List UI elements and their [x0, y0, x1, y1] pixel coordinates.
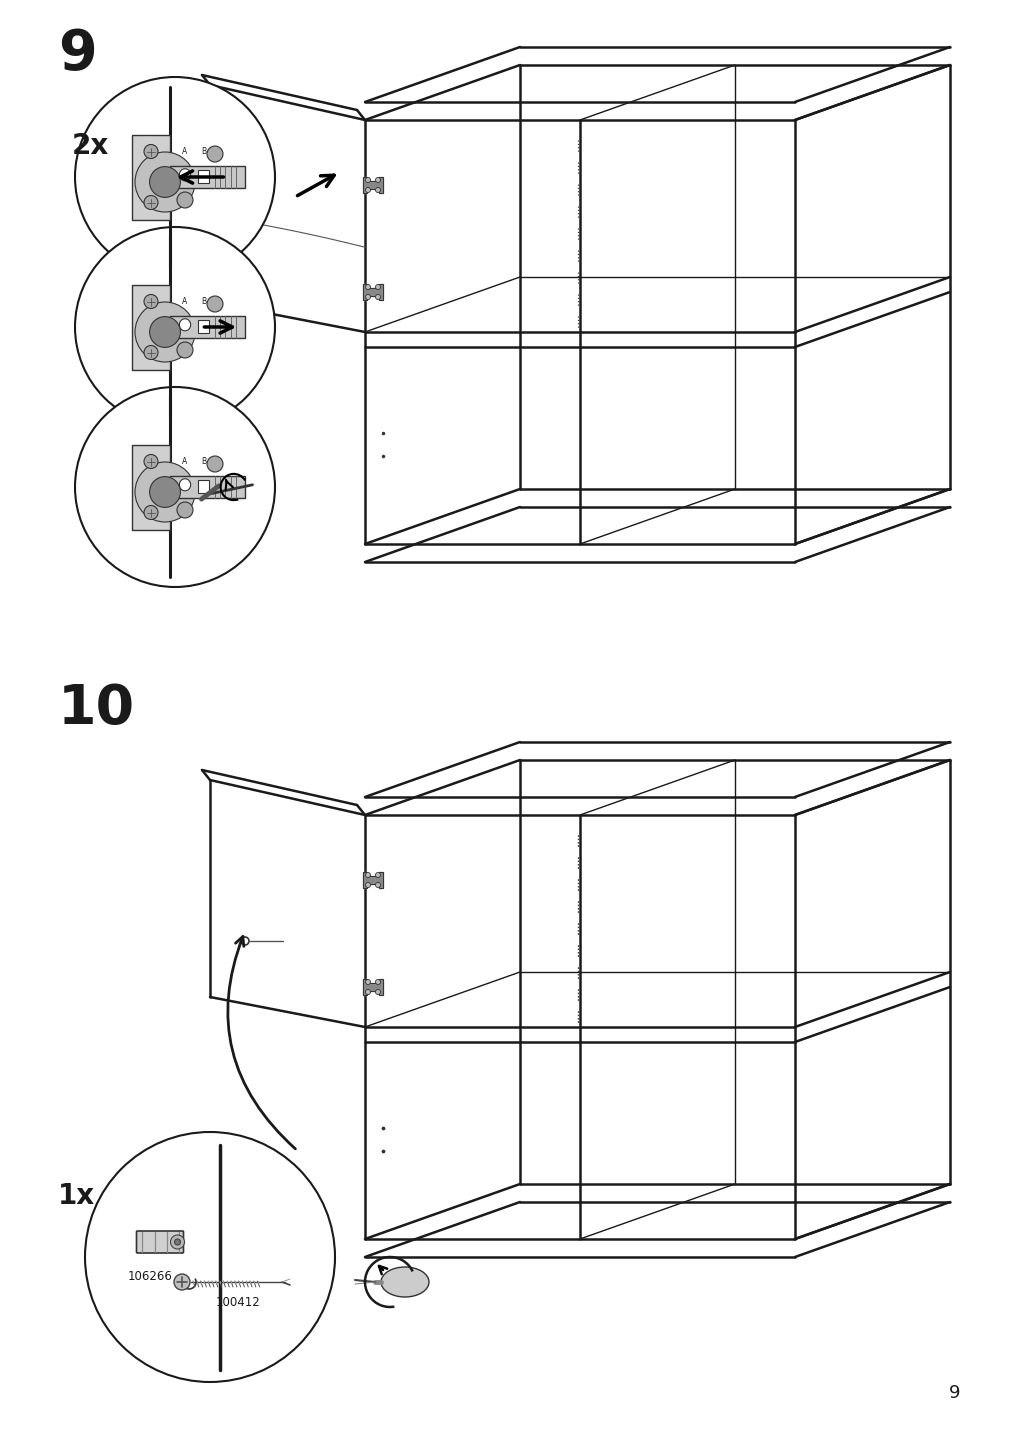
Circle shape [75, 228, 275, 427]
Circle shape [134, 302, 195, 362]
Text: 1x: 1x [58, 1181, 95, 1210]
Circle shape [365, 872, 370, 878]
Text: A: A [182, 296, 187, 306]
Text: A: A [182, 457, 187, 465]
Circle shape [174, 1274, 190, 1290]
Circle shape [207, 455, 222, 473]
Circle shape [150, 166, 180, 198]
Circle shape [365, 979, 370, 985]
Circle shape [75, 387, 275, 587]
Ellipse shape [179, 169, 190, 180]
Circle shape [375, 285, 380, 289]
Circle shape [134, 152, 195, 212]
Circle shape [375, 990, 380, 994]
Bar [197, 480, 209, 493]
Circle shape [177, 503, 193, 518]
Circle shape [375, 979, 380, 985]
Text: 10: 10 [58, 682, 135, 736]
Ellipse shape [380, 1267, 429, 1297]
Bar [197, 170, 209, 182]
Circle shape [375, 178, 380, 182]
Circle shape [170, 1234, 184, 1249]
Polygon shape [363, 284, 382, 299]
Bar [131, 285, 170, 369]
Polygon shape [363, 979, 382, 995]
Polygon shape [363, 178, 382, 193]
Circle shape [177, 342, 193, 358]
Circle shape [134, 463, 195, 523]
Polygon shape [363, 872, 382, 888]
Text: B: B [201, 457, 206, 465]
Text: B: B [201, 296, 206, 306]
Bar [197, 321, 209, 332]
Circle shape [365, 990, 370, 994]
Circle shape [174, 1239, 180, 1244]
Circle shape [375, 295, 380, 299]
Circle shape [207, 296, 222, 312]
Bar [131, 135, 170, 219]
Circle shape [375, 882, 380, 888]
Circle shape [144, 345, 158, 359]
Text: 9: 9 [58, 27, 96, 82]
Bar [170, 316, 245, 338]
Text: 9: 9 [947, 1383, 959, 1402]
FancyArrowPatch shape [227, 937, 295, 1148]
Circle shape [365, 882, 370, 888]
Bar [170, 475, 245, 498]
Circle shape [144, 295, 158, 308]
Circle shape [85, 1133, 335, 1382]
Circle shape [241, 937, 249, 945]
Circle shape [150, 477, 180, 507]
Circle shape [144, 454, 158, 468]
Circle shape [365, 178, 370, 182]
Circle shape [177, 192, 193, 208]
Circle shape [144, 505, 158, 520]
Circle shape [75, 77, 275, 276]
Text: 106266: 106266 [127, 1270, 172, 1283]
Circle shape [144, 145, 158, 159]
Circle shape [365, 285, 370, 289]
Circle shape [375, 188, 380, 192]
Ellipse shape [179, 319, 190, 331]
Circle shape [207, 146, 222, 162]
Ellipse shape [179, 478, 190, 491]
Bar [170, 166, 245, 188]
Text: 100412: 100412 [215, 1296, 260, 1309]
Circle shape [365, 188, 370, 192]
Text: 2x: 2x [72, 132, 109, 160]
Circle shape [150, 316, 180, 348]
Circle shape [375, 872, 380, 878]
Text: A: A [182, 147, 187, 156]
FancyBboxPatch shape [136, 1232, 183, 1253]
Bar [131, 444, 170, 530]
Circle shape [365, 295, 370, 299]
Circle shape [144, 196, 158, 209]
Text: B: B [201, 147, 206, 156]
